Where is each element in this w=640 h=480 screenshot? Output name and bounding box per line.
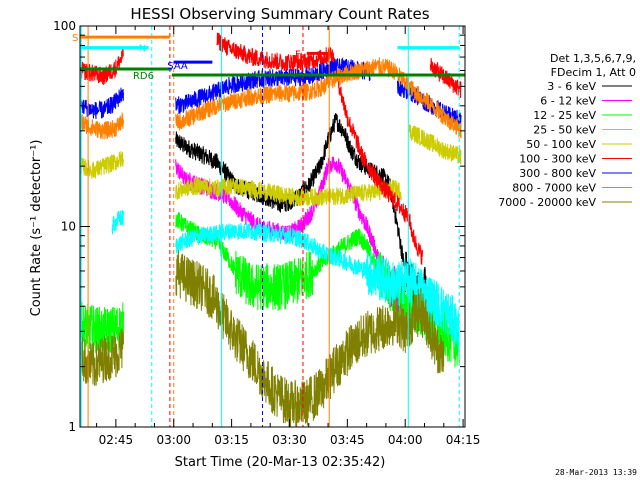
y-tick-label-1: 10 [61,220,76,234]
x-tick-label-2: 03:15 [214,433,249,447]
state-layer: S N RD6 F SAA [72,26,465,427]
x-tick-label-3: 03:30 [272,433,307,447]
series-4-segment-2 [408,123,462,165]
series-4-segment-1 [175,177,402,207]
y-tick-label-0: 1 [68,420,76,434]
legend-label-0: 3 - 6 keV [547,80,596,93]
generated-timestamp: 28-Mar-2013 13:39 [555,468,637,477]
state-label-0: S [72,33,78,44]
x-tick-label-6: 04:15 [446,433,481,447]
legend-label-3: 25 - 50 keV [533,124,596,137]
series-8-segment-1 [175,250,445,428]
legend-label-4: 50 - 100 keV [526,138,596,151]
legend-label-8: 7000 - 20000 keV [498,196,596,209]
legend-header-0: Det 1,3,5,6,7,9, [550,52,636,65]
x-axis-label: Start Time (20-Mar-13 02:35:42) [175,455,386,470]
legend: Det 1,3,5,6,7,9,FDecim 1, Att 03 - 6 keV… [498,52,636,209]
series-5-segment-1 [216,32,423,265]
state-label-1: N [139,44,146,55]
series-3-segment-1 [175,222,460,354]
state-label-2: RD6 [133,71,154,82]
state-label-4: SAA [167,61,188,72]
x-tick-label-4: 03:45 [330,433,365,447]
chart-title: HESSI Observing Summary Count Rates [130,5,429,23]
axis-layer: 02:45 03:00 03:15 03:30 03:45 04:00 04:15 1 10 10… [53,19,480,447]
legend-label-2: 12 - 25 keV [533,109,596,122]
legend-header-1: FDecim 1, Att 0 [551,66,636,79]
legend-label-6: 300 - 800 keV [519,167,596,180]
state-label-3: F [295,49,301,60]
x-tick-label-0: 02:45 [99,433,134,447]
series-5-segment-2 [429,57,462,99]
x-tick-label-1: 03:00 [156,433,191,447]
y-axis-label: Count Rate (s⁻¹ detector⁻¹) [29,140,44,317]
x-tick-label-5: 04:00 [388,433,423,447]
y-tick-label-2: 100 [53,19,76,33]
series-6-segment-1 [175,57,371,115]
series-3-segment-0 [111,209,125,235]
legend-label-1: 6 - 12 keV [540,95,596,108]
series-3 [111,209,460,354]
legend-label-7: 800 - 7000 keV [512,182,596,195]
series-7-segment-1 [175,57,462,139]
legend-label-5: 100 - 300 keV [519,153,596,166]
